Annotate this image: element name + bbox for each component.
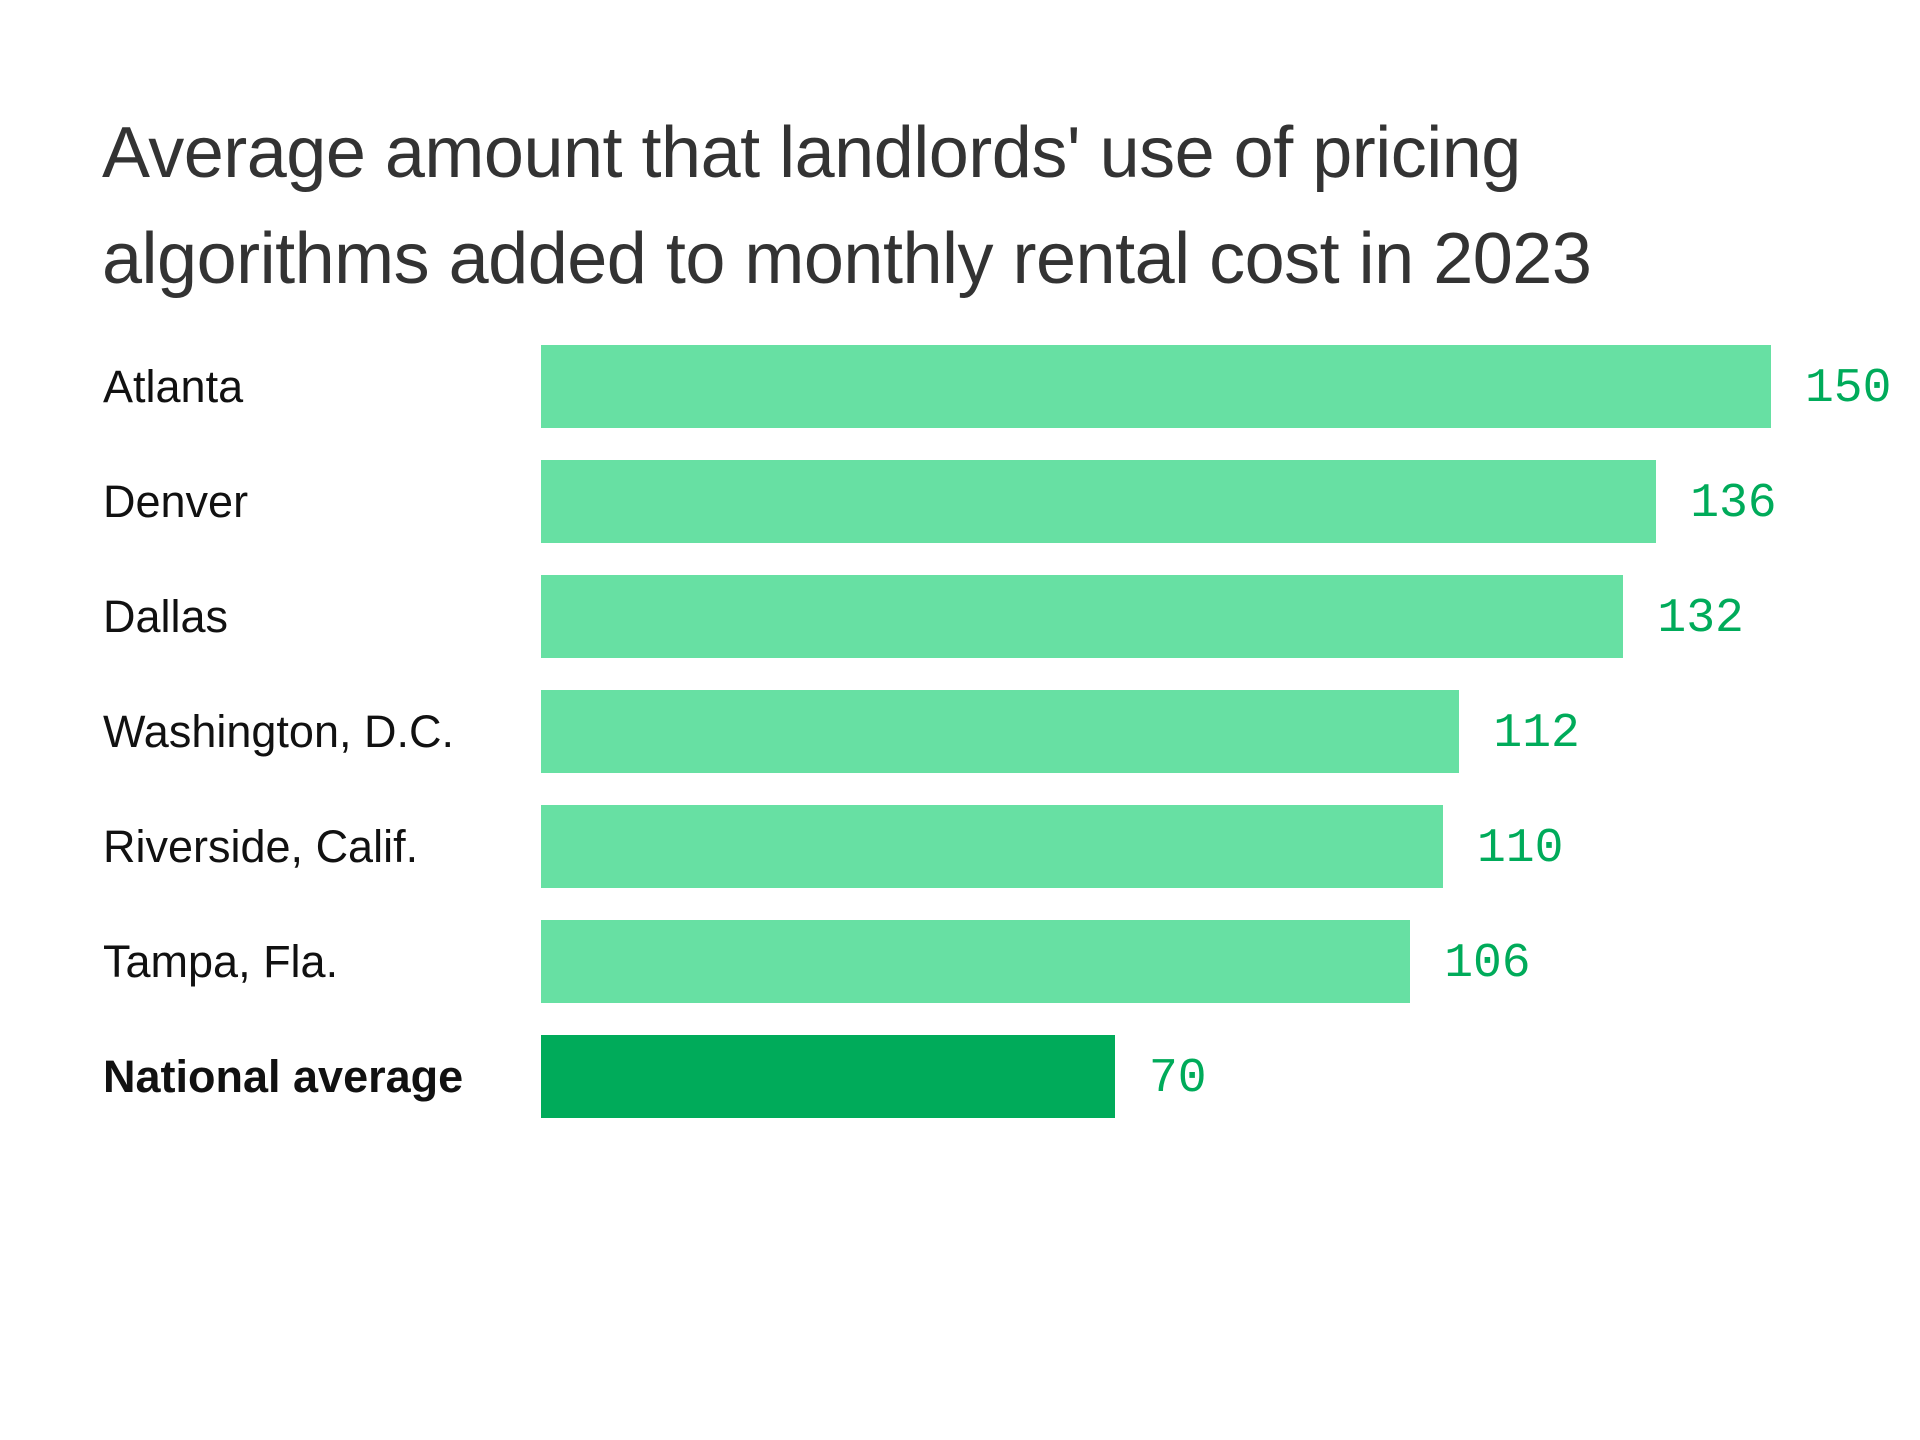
value-label: 110 (1477, 821, 1564, 876)
bar-national-average (541, 1035, 1115, 1118)
category-label: Dallas (103, 590, 229, 642)
category-label: National average (103, 1050, 464, 1102)
value-label: 132 (1657, 591, 1744, 646)
chart-title: Average amount that landlords' use of pr… (102, 113, 1592, 299)
category-label: Denver (103, 475, 249, 527)
bar-washington-d-c (541, 690, 1460, 773)
bar-dallas (541, 575, 1624, 658)
category-label: Tampa, Fla. (103, 935, 339, 987)
category-label: Atlanta (103, 360, 244, 412)
value-label: 70 (1149, 1051, 1207, 1106)
value-label: 136 (1690, 476, 1777, 531)
category-label: Riverside, Calif. (103, 820, 419, 872)
value-label: 106 (1444, 936, 1531, 991)
value-label: 150 (1805, 361, 1892, 416)
bar-atlanta (541, 345, 1771, 428)
value-label: 112 (1493, 706, 1580, 761)
bar-riverside-calif (541, 805, 1443, 888)
bar-denver (541, 460, 1657, 543)
bar-tampa-fla (541, 920, 1411, 1003)
category-label: Washington, D.C. (103, 705, 454, 757)
